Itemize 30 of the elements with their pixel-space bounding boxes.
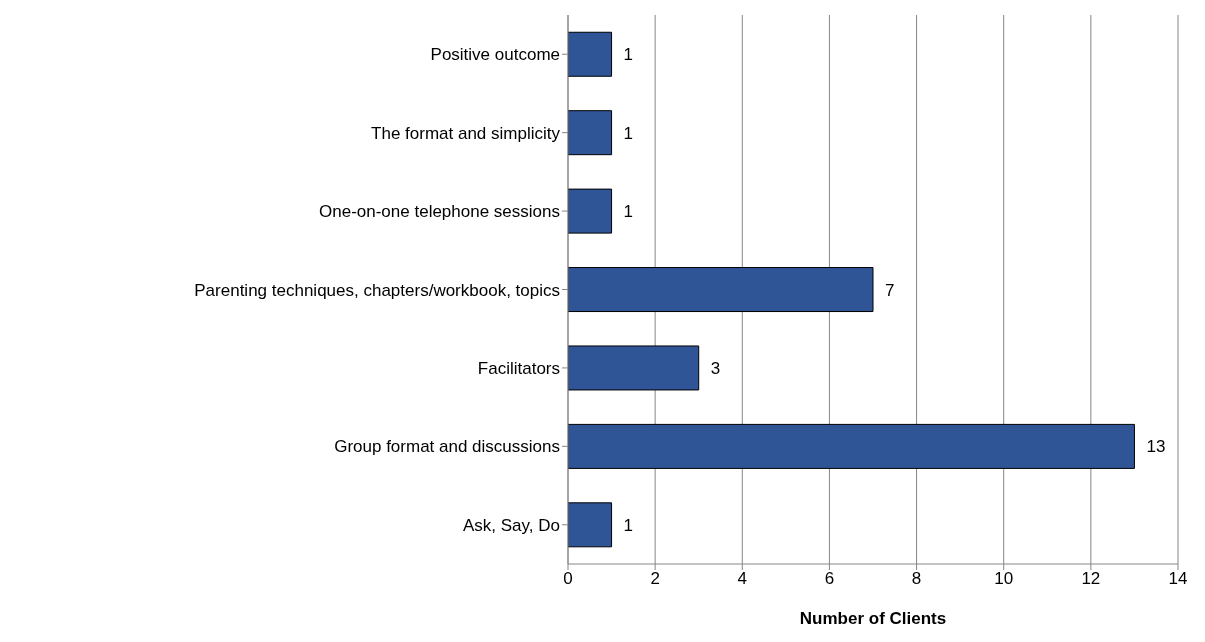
x-axis-title: Number of Clients xyxy=(799,609,947,628)
bar xyxy=(568,110,613,156)
bar xyxy=(568,267,874,313)
x-tick-label: 6 xyxy=(824,569,835,589)
bar xyxy=(568,423,1135,469)
y-tick-label: One-on-one telephone sessions xyxy=(319,202,560,222)
y-tick-label: Parenting techniques, chapters/workbook, topics xyxy=(194,280,560,300)
x-tick-label: 4 xyxy=(737,569,748,589)
y-tick-label: Ask, Say, Do xyxy=(463,515,560,535)
x-tick-label: 12 xyxy=(1081,569,1101,589)
bar xyxy=(568,502,613,548)
data-label: 1 xyxy=(623,202,634,222)
x-tick-label: 2 xyxy=(650,569,660,589)
data-label: 13 xyxy=(1146,437,1166,457)
y-tick-label: The format and simplicity xyxy=(371,123,561,143)
x-tick-label: 14 xyxy=(1168,569,1188,589)
x-tick-label: 8 xyxy=(911,569,922,589)
bar xyxy=(568,345,700,391)
data-label: 1 xyxy=(623,515,634,535)
bar xyxy=(568,31,613,77)
y-tick-label: Facilitators xyxy=(477,358,560,378)
x-tick-label: 0 xyxy=(563,569,573,589)
y-tick-label: Group format and discussions xyxy=(334,437,560,457)
data-label: 1 xyxy=(623,123,634,143)
data-label: 3 xyxy=(710,359,721,378)
data-label: 7 xyxy=(885,280,895,300)
x-tick-label: 10 xyxy=(994,569,1014,589)
y-tick-label: Positive outcome xyxy=(430,45,560,65)
bar xyxy=(568,188,613,234)
data-label: 1 xyxy=(623,45,634,65)
